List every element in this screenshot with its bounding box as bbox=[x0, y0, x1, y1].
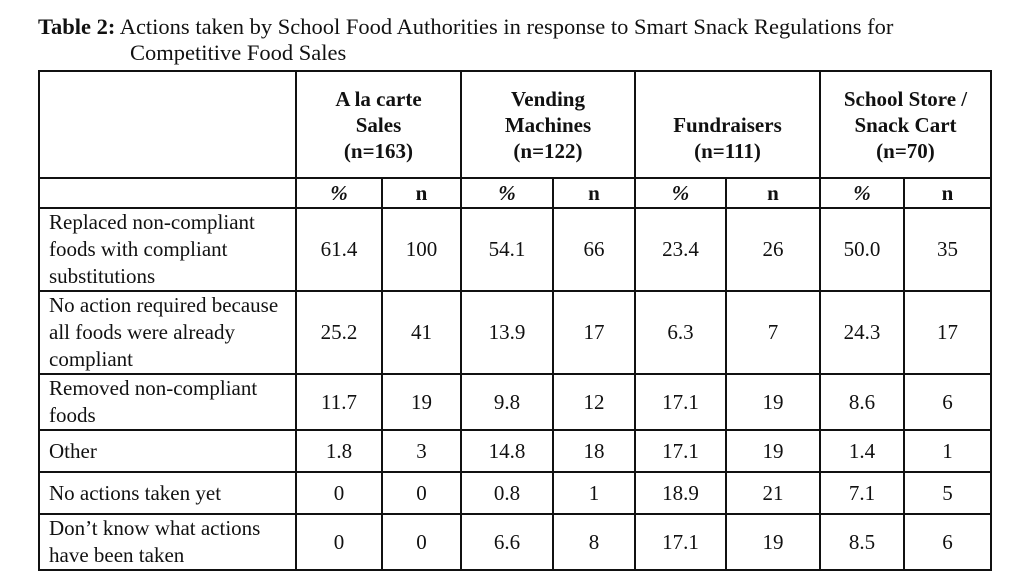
cell-count: 17 bbox=[552, 290, 636, 375]
cell-count: 8 bbox=[552, 513, 636, 571]
cell-percent: 17.1 bbox=[634, 373, 727, 431]
actions-table: A la carte Sales (n=163) Vending Machines (n… bbox=[38, 70, 992, 571]
cell-percent: 1.4 bbox=[819, 429, 905, 473]
table-row: Don’t know what actions have been taken 0… bbox=[38, 513, 992, 571]
cell-count: 19 bbox=[725, 513, 821, 571]
cell-count: 100 bbox=[381, 207, 462, 292]
row-label: Replaced non-compliant foods with compli… bbox=[38, 207, 297, 292]
cell-count: 18 bbox=[552, 429, 636, 473]
group-header-vending: Vending Machines (n=122) bbox=[460, 70, 636, 179]
cell-count: 1 bbox=[903, 429, 992, 473]
cell-percent: 8.6 bbox=[819, 373, 905, 431]
subheader-n: n bbox=[552, 177, 636, 209]
cell-count: 1 bbox=[552, 471, 636, 515]
cell-count: 66 bbox=[552, 207, 636, 292]
cell-percent: 9.8 bbox=[460, 373, 554, 431]
cell-percent: 25.2 bbox=[295, 290, 383, 375]
cell-count: 0 bbox=[381, 513, 462, 571]
cell-percent: 17.1 bbox=[634, 513, 727, 571]
row-label: No action required because all foods wer… bbox=[38, 290, 297, 375]
cell-count: 41 bbox=[381, 290, 462, 375]
cell-percent: 1.8 bbox=[295, 429, 383, 473]
cell-percent: 17.1 bbox=[634, 429, 727, 473]
group-header-fundraisers: Fundraisers (n=111) bbox=[634, 70, 821, 179]
header-blank bbox=[38, 70, 297, 179]
cell-percent: 7.1 bbox=[819, 471, 905, 515]
cell-percent: 54.1 bbox=[460, 207, 554, 292]
cell-percent: 61.4 bbox=[295, 207, 383, 292]
cell-percent: 0 bbox=[295, 513, 383, 571]
cell-percent: 18.9 bbox=[634, 471, 727, 515]
cell-count: 6 bbox=[903, 513, 992, 571]
cell-count: 0 bbox=[381, 471, 462, 515]
row-label: Removed non-compliant foods bbox=[38, 373, 297, 431]
cell-percent: 8.5 bbox=[819, 513, 905, 571]
subheader-blank bbox=[38, 177, 297, 209]
cell-count: 7 bbox=[725, 290, 821, 375]
row-label: Other bbox=[38, 429, 297, 473]
cell-count: 21 bbox=[725, 471, 821, 515]
cell-percent: 6.6 bbox=[460, 513, 554, 571]
row-label: Don’t know what actions have been taken bbox=[38, 513, 297, 571]
subheader-n: n bbox=[725, 177, 821, 209]
table-row: Removed non-compliant foods 11.7 19 9.8 12 17… bbox=[38, 373, 992, 431]
table-row: No action required because all foods wer… bbox=[38, 290, 992, 375]
cell-count: 19 bbox=[381, 373, 462, 431]
cell-count: 19 bbox=[725, 373, 821, 431]
cell-count: 6 bbox=[903, 373, 992, 431]
cell-percent: 50.0 bbox=[819, 207, 905, 292]
cell-percent: 13.9 bbox=[460, 290, 554, 375]
cell-count: 35 bbox=[903, 207, 992, 292]
subheader-pct: % bbox=[460, 177, 554, 209]
cell-count: 12 bbox=[552, 373, 636, 431]
group-header-a-la-carte: A la carte Sales (n=163) bbox=[295, 70, 462, 179]
table-caption: Table 2: Actions taken by School Food Au… bbox=[38, 14, 998, 66]
group-header-school-store: School Store / Snack Cart (n=70) bbox=[819, 70, 992, 179]
table-row: No actions taken yet 0 0 0.8 1 18.9 21 7.1 5 bbox=[38, 471, 992, 515]
subheader-pct: % bbox=[634, 177, 727, 209]
cell-percent: 0.8 bbox=[460, 471, 554, 515]
cell-percent: 24.3 bbox=[819, 290, 905, 375]
caption-line1: Actions taken by School Food Authorities… bbox=[115, 14, 894, 39]
subheader-pct: % bbox=[819, 177, 905, 209]
caption-line2: Competitive Food Sales bbox=[130, 40, 347, 65]
table-row: Replaced non-compliant foods with compli… bbox=[38, 207, 992, 292]
cell-count: 17 bbox=[903, 290, 992, 375]
cell-percent: 23.4 bbox=[634, 207, 727, 292]
table-row: Other 1.8 3 14.8 18 17.1 19 1.4 1 bbox=[38, 429, 992, 473]
subheader-n: n bbox=[381, 177, 462, 209]
cell-count: 3 bbox=[381, 429, 462, 473]
cell-count: 26 bbox=[725, 207, 821, 292]
caption-prefix: Table 2: bbox=[38, 14, 116, 39]
subheader-n: n bbox=[903, 177, 992, 209]
cell-count: 5 bbox=[903, 471, 992, 515]
cell-count: 19 bbox=[725, 429, 821, 473]
cell-percent: 11.7 bbox=[295, 373, 383, 431]
cell-percent: 14.8 bbox=[460, 429, 554, 473]
cell-percent: 0 bbox=[295, 471, 383, 515]
subheader-pct: % bbox=[295, 177, 383, 209]
row-label: No actions taken yet bbox=[38, 471, 297, 515]
cell-percent: 6.3 bbox=[634, 290, 727, 375]
